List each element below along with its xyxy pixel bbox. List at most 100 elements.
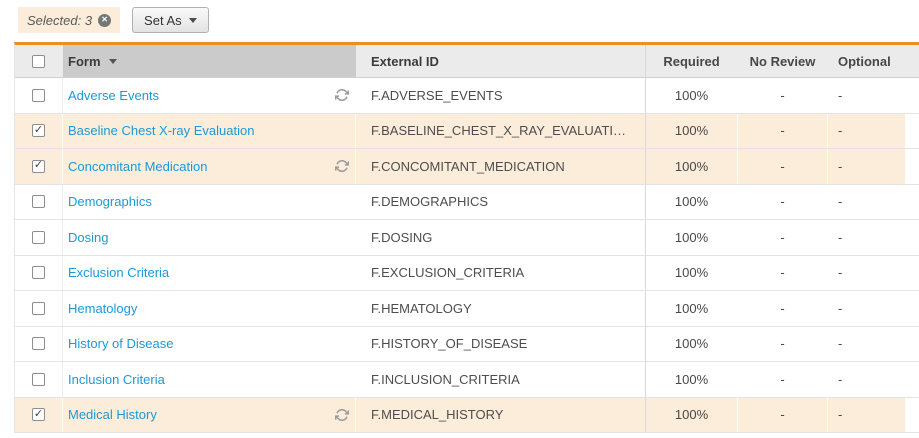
required-cell: 100% <box>646 291 738 326</box>
row-checkbox[interactable] <box>32 408 45 422</box>
optional-column-label: Optional <box>838 53 891 69</box>
checkbox-cell <box>15 291 63 326</box>
selected-count-label: Selected: 3 <box>27 12 93 28</box>
required-value: 100% <box>674 407 709 423</box>
table-row: Baseline Chest X-ray Evaluation F.BASELI… <box>15 113 919 149</box>
required-value: 100% <box>674 229 709 245</box>
external-id-text: F.INCLUSION_CRITERIA <box>371 371 520 387</box>
checkbox-cell <box>15 113 63 148</box>
row-checkbox[interactable] <box>32 301 45 315</box>
row-checkbox[interactable] <box>32 159 45 173</box>
form-link[interactable]: Medical History <box>68 407 157 423</box>
optional-cell: - <box>828 397 906 432</box>
form-cell: Dosing <box>63 220 356 255</box>
required-value: 100% <box>674 300 709 316</box>
external-id-cell: F.MEDICAL_HISTORY <box>356 397 646 432</box>
required-cell: 100% <box>646 397 738 432</box>
header-gutter <box>906 45 919 77</box>
form-link[interactable]: Demographics <box>68 194 152 210</box>
form-cell: Inclusion Criteria <box>63 362 356 397</box>
checkbox-cell <box>15 149 63 184</box>
column-header-form[interactable]: Form <box>63 45 356 77</box>
form-link[interactable]: Hematology <box>68 300 138 316</box>
clear-selection-icon[interactable]: ✕ <box>98 13 112 27</box>
table-row: Inclusion Criteria F.INCLUSION_CRITERIA … <box>15 362 919 398</box>
external-id-text: F.HEMATOLOGY <box>371 300 472 316</box>
forms-table: Form External ID Required No Review Opti… <box>14 42 919 433</box>
external-id-cell: F.DOSING <box>356 220 646 255</box>
table-row: Concomitant Medication F.CONCOMITANT_MED… <box>15 149 919 185</box>
optional-value: - <box>838 229 843 245</box>
form-cell: Exclusion Criteria <box>63 256 356 291</box>
no-review-column-label: No Review <box>749 53 816 69</box>
toolbar: Selected: 3 ✕ Set As <box>0 0 919 42</box>
row-checkbox[interactable] <box>32 266 45 280</box>
optional-value: - <box>838 407 843 423</box>
select-all-checkbox[interactable] <box>32 54 45 68</box>
external-id-cell: F.CONCOMITANT_MEDICATION <box>356 149 646 184</box>
row-checkbox[interactable] <box>32 230 45 244</box>
form-link[interactable]: Baseline Chest X-ray Evaluation <box>68 123 255 139</box>
no-review-cell: - <box>738 149 828 184</box>
row-checkbox[interactable] <box>32 337 45 351</box>
form-link[interactable]: Exclusion Criteria <box>68 265 170 281</box>
form-cell: History of Disease <box>63 327 356 362</box>
optional-cell: - <box>828 149 906 184</box>
no-review-value: - <box>780 87 785 103</box>
form-column-label: Form <box>68 53 101 69</box>
column-header-required[interactable]: Required <box>646 45 738 77</box>
sync-icon <box>335 408 349 422</box>
external-id-cell: F.BASELINE_CHEST_X_RAY_EVALUATI… <box>356 113 646 148</box>
row-gutter <box>906 326 919 361</box>
no-review-value: - <box>780 336 785 352</box>
no-review-cell: - <box>738 362 828 397</box>
form-link[interactable]: Adverse Events <box>68 87 160 103</box>
external-id-text: F.MEDICAL_HISTORY <box>371 407 504 423</box>
optional-value: - <box>838 123 843 139</box>
external-id-column-label: External ID <box>371 53 439 69</box>
external-id-text: F.BASELINE_CHEST_X_RAY_EVALUATI… <box>371 123 627 139</box>
form-cell: Baseline Chest X-ray Evaluation <box>63 113 356 148</box>
column-header-external-id[interactable]: External ID <box>356 45 646 77</box>
selected-tag: Selected: 3 ✕ <box>18 7 121 33</box>
optional-cell: - <box>828 78 906 113</box>
row-checkbox[interactable] <box>32 195 45 209</box>
form-cell: Concomitant Medication <box>63 149 356 184</box>
required-cell: 100% <box>646 362 738 397</box>
external-id-text: F.CONCOMITANT_MEDICATION <box>371 158 565 174</box>
required-value: 100% <box>674 158 709 174</box>
required-value: 100% <box>674 336 709 352</box>
row-gutter <box>906 78 919 113</box>
form-link[interactable]: Dosing <box>68 229 109 245</box>
no-review-cell: - <box>738 113 828 148</box>
row-gutter <box>906 113 919 148</box>
row-checkbox[interactable] <box>32 88 45 102</box>
form-link[interactable]: Concomitant Medication <box>68 158 208 174</box>
external-id-cell: F.EXCLUSION_CRITERIA <box>356 255 646 290</box>
sync-icon <box>335 159 349 173</box>
optional-cell: - <box>828 327 906 362</box>
set-as-button[interactable]: Set As <box>132 7 209 33</box>
required-value: 100% <box>674 87 709 103</box>
no-review-cell: - <box>738 397 828 432</box>
form-link[interactable]: History of Disease <box>68 336 174 352</box>
row-checkbox[interactable] <box>32 124 45 138</box>
required-cell: 100% <box>646 113 738 148</box>
form-cell: Hematology <box>63 291 356 326</box>
required-cell: 100% <box>646 220 738 255</box>
row-checkbox[interactable] <box>32 372 45 386</box>
row-gutter <box>906 220 919 255</box>
row-gutter <box>906 255 919 290</box>
checkbox-cell <box>15 255 63 290</box>
no-review-cell: - <box>738 327 828 362</box>
column-header-no-review[interactable]: No Review <box>738 45 828 77</box>
optional-cell: - <box>828 185 906 220</box>
form-cell: Adverse Events <box>63 78 356 113</box>
no-review-value: - <box>780 407 785 423</box>
no-review-cell: - <box>738 220 828 255</box>
required-cell: 100% <box>646 327 738 362</box>
column-header-optional[interactable]: Optional <box>828 45 906 77</box>
optional-value: - <box>838 300 843 316</box>
table-header: Form External ID Required No Review Opti… <box>15 45 919 78</box>
form-link[interactable]: Inclusion Criteria <box>68 371 165 387</box>
